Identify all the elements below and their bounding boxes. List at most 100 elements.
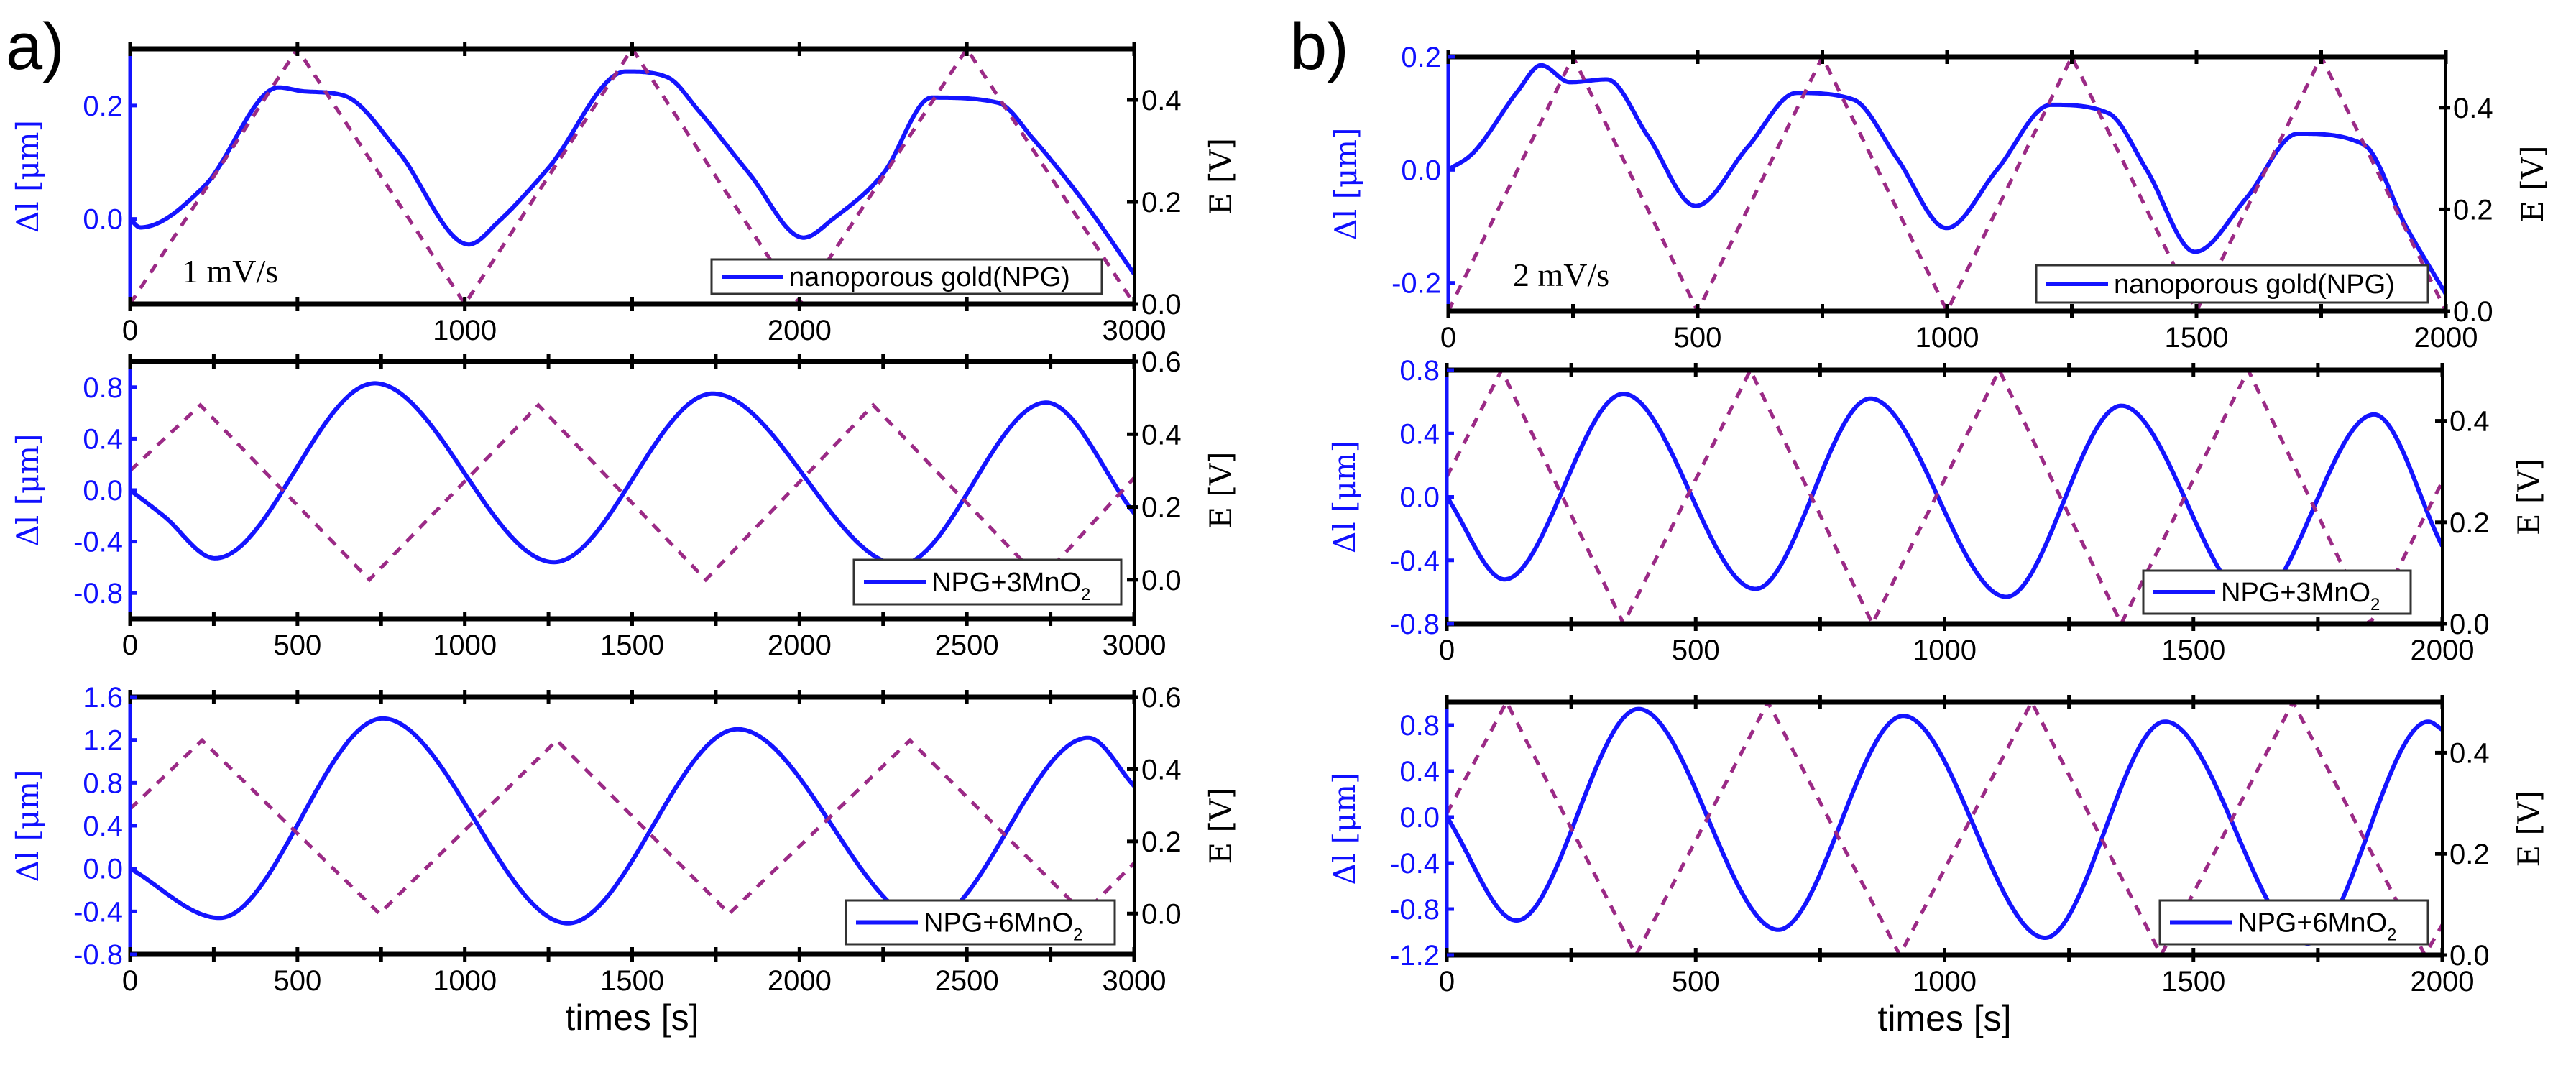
series-E-line [1447, 370, 2442, 624]
legend: NPG+6MnO2 [2158, 899, 2429, 946]
y-right-axis-label: E [V] [1203, 138, 1238, 215]
y-right-tick-label: 0.2 [2450, 839, 2490, 870]
y-tick-label: 0.0 [1399, 802, 1440, 834]
subplot-a3: 0 500 1000 1500 2000 2500 3000 -0.8 -0.4 0.0 0.4 0.… [10, 682, 1238, 1038]
x-tick-label: 0 [1439, 966, 1455, 997]
series-E-line [130, 402, 1134, 583]
x-tick-label: 1500 [2165, 322, 2229, 354]
x-tick-label: 1000 [433, 630, 497, 661]
x-tick-label: 1500 [2161, 635, 2225, 666]
x-tick-label: 2000 [768, 630, 832, 661]
x-tick-label: 1000 [433, 965, 497, 997]
legend: NPG+3MnO2 [852, 558, 1123, 606]
y-right-tick-label: 0.0 [2450, 609, 2490, 640]
legend-box [2035, 264, 2429, 304]
y-right-tick-label: 0.4 [2453, 93, 2493, 124]
y-right-axis-label: E [V] [2515, 145, 2550, 222]
y-tick-label: -0.8 [73, 578, 123, 609]
legend-text: NPG+6MnO [924, 908, 1073, 939]
legend-label: NPG+6MnO2 [2237, 908, 2396, 945]
series-E-line [130, 737, 1134, 916]
x-tick-label: 1500 [600, 630, 664, 661]
x-tick-label: 1000 [433, 315, 497, 346]
subplot-b1: 0 500 1000 1500 2000 -0.2 0.0 0.2 0.0 0.2 0.4 Δl [μ… [1328, 42, 2550, 354]
y-right-tick-label: 0.0 [1141, 898, 1182, 930]
subplot-a2: 0 500 1000 1500 2000 2500 3000 -0.8 -0.4 0.0 0.4 0.… [10, 346, 1238, 661]
legend-label: NPG+3MnO2 [2221, 578, 2380, 614]
y-axis-label: Δl [μm] [1327, 772, 1362, 885]
x-tick-label: 1500 [2161, 966, 2225, 997]
y-tick-label: 0.4 [1399, 756, 1440, 788]
y-tick-label: 0.0 [1401, 155, 1441, 186]
y-tick-label: -0.8 [1390, 609, 1440, 640]
series-E-line [1448, 57, 2446, 311]
legend-subscript: 2 [2387, 926, 2396, 945]
x-tick-label: 3000 [1103, 315, 1167, 346]
legend-subscript: 2 [1073, 926, 1082, 945]
x-tick-label: 1000 [1913, 635, 1977, 666]
x-tick-label: 0 [122, 315, 138, 346]
x-tick-label: 500 [1672, 966, 1720, 997]
y-right-tick-label: 0.0 [2453, 296, 2493, 328]
y-tick-label: 0.4 [83, 423, 123, 455]
legend-label: NPG+3MnO2 [932, 568, 1090, 604]
y-tick-label: 0.0 [83, 854, 123, 885]
series-dl-line [1448, 63, 2446, 295]
y-tick-label: 0.8 [1399, 710, 1440, 742]
y-right-axis-label: E [V] [2511, 458, 2547, 535]
x-tick-label: 2000 [768, 315, 832, 346]
y-right-tick-label: 0.0 [2450, 940, 2490, 972]
y-tick-label: -0.2 [1392, 268, 1441, 300]
y-tick-label: 0.0 [1399, 482, 1440, 514]
legend-subscript: 2 [2370, 595, 2380, 614]
x-tick-label: 500 [273, 630, 321, 661]
y-axis-label: Δl [μm] [1327, 441, 1362, 553]
y-tick-label: 0.2 [1401, 42, 1441, 73]
y-tick-label: 0.0 [83, 204, 123, 236]
x-tick-label: 3000 [1103, 965, 1167, 997]
scan-rate-annotation: 2 mV/s [1513, 257, 1609, 293]
y-right-tick-label: 0.0 [1141, 289, 1182, 321]
y-tick-label: 1.2 [83, 725, 123, 757]
y-axis-label: Δl [μm] [10, 433, 45, 546]
y-right-tick-label: 0.2 [2450, 507, 2490, 539]
y-right-axis-label: E [V] [1203, 451, 1238, 528]
y-right-tick-label: 0.6 [1141, 682, 1182, 714]
x-tick-label: 1500 [600, 965, 664, 997]
x-tick-label: 0 [122, 630, 138, 661]
y-right-axis-label: E [V] [2511, 790, 2547, 867]
legend: NPG+3MnO2 [2142, 569, 2412, 615]
series-dl-line [130, 381, 1134, 567]
y-right-axis-label: E [V] [1203, 787, 1238, 864]
legend-subscript: 2 [1081, 585, 1090, 604]
y-right-tick-label: 0.6 [1141, 346, 1182, 378]
legend-text: nanoporous gold(NPG) [2114, 269, 2395, 300]
y-tick-label: 0.8 [83, 372, 123, 404]
y-right-tick-label: 0.4 [2450, 406, 2490, 438]
x-tick-label: 2000 [2414, 322, 2478, 354]
legend: nanoporous gold(NPG) [2035, 264, 2429, 304]
y-tick-label: 0.0 [83, 475, 123, 507]
y-right-tick-label: 0.4 [2450, 737, 2490, 769]
y-right-tick-label: 0.2 [2453, 194, 2493, 226]
subplot-b3: 0 500 1000 1500 2000 -1.2 -0.8 -0.4 0.0 0.4 0.8 0.0… [1327, 695, 2547, 1038]
x-tick-label: 500 [1672, 635, 1720, 666]
x-tick-label: 1000 [1915, 322, 1979, 354]
y-tick-label: -0.4 [73, 527, 123, 558]
y-right-tick-label: 0.4 [1141, 419, 1182, 451]
y-right-tick-label: 0.2 [1141, 826, 1182, 858]
y-tick-label: -0.8 [1390, 894, 1440, 926]
legend: NPG+6MnO2 [845, 899, 1116, 946]
y-tick-label: -0.4 [73, 896, 123, 928]
x-tick-label: 0 [122, 965, 138, 997]
y-right-tick-label: 0.4 [1141, 754, 1182, 785]
x-tick-label: 2000 [2411, 635, 2475, 666]
legend-text: nanoporous gold(NPG) [789, 262, 1070, 292]
y-tick-label: -0.4 [1390, 545, 1440, 577]
y-axis-label: Δl [μm] [1328, 127, 1363, 240]
legend-label: nanoporous gold(NPG) [2114, 269, 2395, 300]
x-tick-label: 2500 [935, 630, 999, 661]
x-tick-label: 2000 [768, 965, 832, 997]
